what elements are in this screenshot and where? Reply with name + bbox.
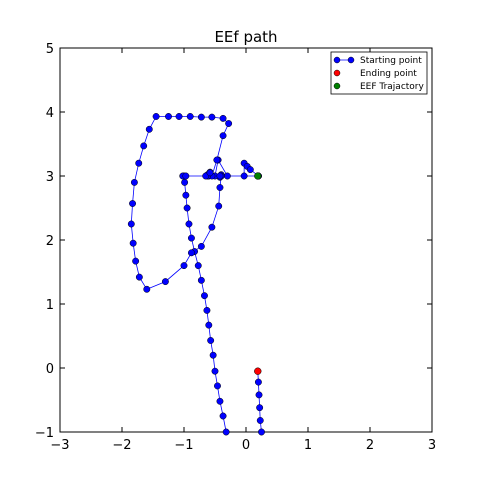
path-marker [186,113,194,120]
path-marker [254,378,262,386]
x-tick-label: 0 [242,438,250,453]
path-marker [130,178,138,186]
y-tick-label: 4 [46,106,54,121]
path-marker [256,417,264,424]
path-marker [135,273,143,281]
path-marker [187,234,195,242]
path-marker [216,184,224,191]
path-marker [255,391,263,399]
path-marker [182,191,190,199]
path-marker [140,142,148,150]
path-marker [161,278,169,286]
y-tick-label: 3 [46,170,54,185]
path-marker [214,382,221,390]
path-marker [197,242,205,250]
path-marker [135,159,143,167]
path-marker [143,285,151,293]
y-tick-label: 0 [46,362,54,377]
y-tick-label: 1 [46,298,54,313]
legend-marker [347,56,355,64]
path-marker [222,428,230,436]
path-marker [213,156,221,164]
path-marker [209,351,217,359]
path-marker [216,397,224,405]
legend-marker [333,82,341,90]
x-tick-label: 2 [366,438,374,453]
path-marker [219,412,227,420]
x-tick-label: −1 [174,438,193,453]
path-marker [127,220,135,228]
chart-title: EEf path [214,28,277,46]
path-marker [206,169,214,177]
x-tick-label: 3 [428,438,436,453]
axes-frame [59,47,433,433]
path-marker [194,262,202,270]
path-marker [219,114,227,122]
path-marker [201,292,208,300]
plot-area: −3 −2 −1 0 1 2 3 −1 0 1 2 3 4 5 Starting point Ending … [35,42,436,453]
path-marker [205,321,213,329]
path-marker [175,113,183,120]
path-marker [152,113,160,120]
path-marker [145,125,153,133]
ending-point-marker [254,367,262,375]
x-tick-label: −2 [112,438,131,453]
path-marker [180,262,188,270]
y-tick-label: 2 [46,234,54,249]
trajectory-point-marker [254,172,262,180]
legend: Starting point Ending point EEF Trajactory [330,51,428,95]
path-marker [246,166,254,174]
path-marker [256,404,264,412]
path-marker [181,178,189,186]
path-marker [129,200,136,207]
y-tick-label: −1 [35,426,54,441]
legend-label: Ending point [360,69,417,79]
legend-marker [333,56,341,64]
axis-ticks [59,47,433,433]
x-tick-label: −3 [50,438,69,453]
path-marker [223,172,231,180]
path-marker [197,276,205,284]
path-marker [182,172,190,180]
path-marker [208,223,216,231]
path-marker [129,239,137,247]
path-marker [216,172,224,180]
path-marker [185,220,193,228]
path-marker [203,306,211,314]
path-marker [219,132,227,140]
path-marker [132,257,140,265]
path-marker [207,337,215,344]
path-marker [258,428,265,436]
path-marker [183,204,191,212]
legend-label: EEF Trajactory [360,82,425,92]
path-marker [211,367,219,375]
series-layer [127,113,265,436]
y-tick-label: 5 [46,42,54,57]
path-marker [187,249,195,257]
legend-box [330,51,428,95]
legend-marker [333,69,341,77]
path-marker [215,202,223,210]
x-tick-label: 1 [304,438,312,453]
path-marker [240,172,248,180]
path-marker [208,113,216,121]
path-marker [165,113,172,120]
path-marker [225,120,233,127]
axis-tick-labels: −3 −2 −1 0 1 2 3 −1 0 1 2 3 4 5 [35,42,436,453]
path-marker [197,113,205,121]
legend-label: Starting point [360,56,422,66]
